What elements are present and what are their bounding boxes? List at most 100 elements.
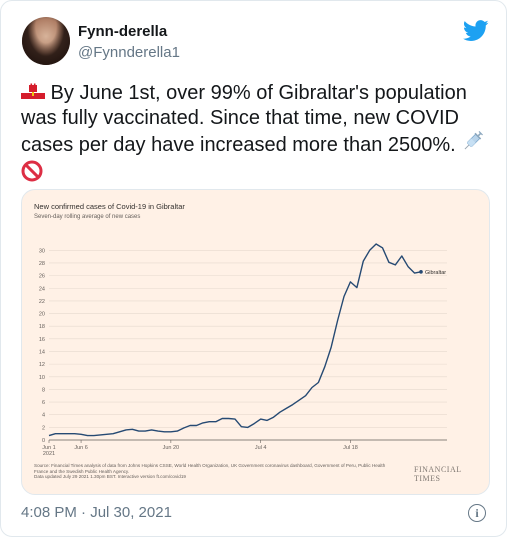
y-tick-label: 12: [39, 362, 45, 368]
data-point: [267, 420, 268, 421]
data-point: [337, 320, 338, 321]
data-point: [324, 366, 325, 367]
data-point: [408, 266, 409, 267]
info-icon[interactable]: i: [468, 504, 486, 522]
data-point: [171, 431, 172, 432]
data-point: [209, 421, 210, 422]
data-point: [280, 412, 281, 413]
financial-times-logo: FINANCIAL TIMES: [414, 465, 462, 483]
data-point: [183, 428, 184, 429]
chart-subtitle: Seven-day rolling average of new cases: [34, 214, 141, 220]
data-point: [126, 430, 127, 431]
tweet-text-line-4: [21, 160, 491, 189]
data-point: [344, 296, 345, 297]
data-point: [177, 431, 178, 432]
data-point: [318, 382, 319, 383]
y-tick-label: 18: [39, 324, 45, 330]
data-point: [312, 387, 313, 388]
x-tick-label: Jun 20: [163, 445, 180, 451]
data-point: [241, 426, 242, 427]
y-tick-label: 26: [39, 274, 45, 280]
y-tick-label: 8: [42, 387, 45, 393]
y-tick-label: 22: [39, 299, 45, 305]
data-point: [395, 265, 396, 266]
x-tick-label: 2021: [43, 451, 55, 457]
y-tick-label: 28: [39, 261, 45, 267]
x-tick-label: Jun 6: [74, 445, 87, 451]
data-point: [292, 404, 293, 405]
data-point: [68, 433, 69, 434]
data-point: [119, 431, 120, 432]
data-point: [196, 425, 197, 426]
data-point: [248, 427, 249, 428]
series-line: [48, 243, 422, 437]
data-point: [222, 418, 223, 419]
data-point: [357, 287, 358, 288]
gibraltar-flag-icon: [21, 81, 45, 106]
tweet-text-line-1: By June 1st, over 99% of Gibraltar's pop…: [21, 81, 491, 106]
tweet-text-line-3: cases per day have increased more than 2…: [21, 131, 491, 160]
y-tick-label: 30: [39, 248, 45, 254]
x-tick-label: Jul 4: [255, 445, 267, 451]
data-point: [350, 282, 351, 283]
data-point: [74, 433, 75, 434]
x-tick-label: Jul 18: [343, 445, 358, 451]
series-end-marker: [419, 270, 423, 274]
y-tick-label: 0: [42, 438, 45, 444]
y-tick-label: 2: [42, 425, 45, 431]
data-point: [49, 435, 50, 436]
data-point: [376, 244, 377, 245]
data-point: [228, 418, 229, 419]
avatar[interactable]: [22, 17, 70, 65]
data-point: [100, 435, 101, 436]
x-tick-label: Jun 1: [42, 445, 55, 451]
data-point: [299, 400, 300, 401]
tweet-text-line-2: was fully vaccinated. Since that time, n…: [21, 107, 459, 130]
y-tick-label: 4: [42, 413, 45, 419]
data-point: [106, 434, 107, 435]
chart-title: New confirmed cases of Covid-19 in Gibra…: [34, 202, 185, 211]
data-point: [81, 434, 82, 435]
data-point: [62, 433, 63, 434]
data-point: [382, 247, 383, 248]
data-point: [145, 431, 146, 432]
data-point: [55, 433, 56, 434]
twitter-bird-icon[interactable]: [463, 20, 489, 42]
data-point: [190, 425, 191, 426]
data-point: [286, 408, 287, 409]
data-point: [235, 419, 236, 420]
data-point: [305, 395, 306, 396]
data-point: [273, 417, 274, 418]
data-point: [151, 430, 152, 431]
chart-image[interactable]: New confirmed cases of Covid-19 in Gibra…: [21, 189, 490, 495]
author-name[interactable]: Fynn-derella: [78, 23, 168, 40]
data-point: [203, 423, 204, 424]
chart-source: Source: Financial Times analysis of data…: [34, 463, 394, 480]
data-point: [138, 431, 139, 432]
y-tick-label: 16: [39, 337, 45, 343]
y-tick-label: 6: [42, 400, 45, 406]
data-point: [414, 273, 415, 274]
syringe-icon: [461, 131, 484, 160]
data-point: [369, 250, 370, 251]
data-point: [158, 431, 159, 432]
data-point: [331, 347, 332, 348]
prohibited-icon: [21, 160, 43, 189]
series-label: Gibraltar: [425, 270, 446, 276]
data-point: [164, 431, 165, 432]
data-point: [254, 423, 255, 424]
tweet-timestamp[interactable]: 4:08 PM · Jul 30, 2021: [21, 504, 172, 521]
data-point: [87, 435, 88, 436]
data-point: [113, 433, 114, 434]
data-point: [215, 421, 216, 422]
y-tick-label: 24: [39, 286, 45, 292]
chart-updated-text: Data updated July 29 2021 1.30pm BST. In…: [34, 474, 186, 480]
data-point: [94, 435, 95, 436]
data-point: [132, 429, 133, 430]
author-handle[interactable]: @Fynnderella1: [78, 44, 180, 61]
chart-source-text: Source: Financial Times analysis of data…: [34, 463, 386, 474]
y-tick-label: 10: [39, 375, 45, 381]
y-tick-label: 20: [39, 312, 45, 318]
data-point: [389, 262, 390, 263]
